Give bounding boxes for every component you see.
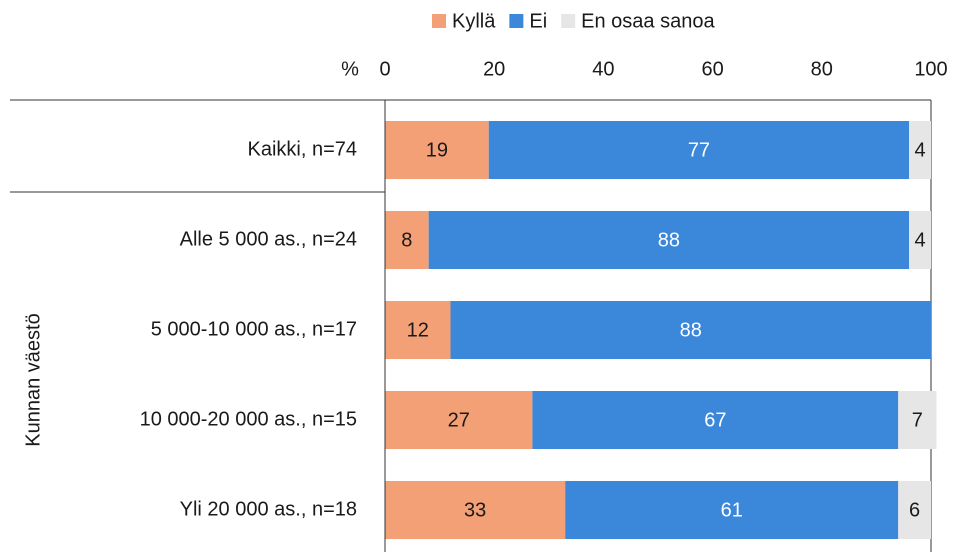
data-label: 6 xyxy=(909,499,920,521)
data-label: 88 xyxy=(658,229,680,251)
legend-label: Kyllä xyxy=(452,10,496,32)
bar-segment xyxy=(488,121,910,179)
bar-segment xyxy=(532,391,899,449)
y-tick-label: Alle 5 000 as., n=24 xyxy=(180,228,357,250)
data-label: 12 xyxy=(407,319,429,341)
data-label: 19 xyxy=(426,139,448,161)
bar-segment xyxy=(898,481,931,539)
data-label: 4 xyxy=(915,139,926,161)
y-tick-label: Kaikki, n=74 xyxy=(247,138,357,160)
x-tick-label: 0 xyxy=(379,58,390,80)
x-tick-label: 20 xyxy=(483,58,505,80)
data-label: 33 xyxy=(464,499,486,521)
bar-segment xyxy=(385,121,489,179)
x-tick-label: 40 xyxy=(592,58,614,80)
data-label: 7 xyxy=(912,409,923,431)
x-tick-label: 100 xyxy=(914,58,947,80)
x-tick-label: 60 xyxy=(701,58,723,80)
legend-label: Ei xyxy=(529,10,547,32)
legend-swatch xyxy=(561,14,576,28)
data-label: 27 xyxy=(448,409,470,431)
x-tick-label: 80 xyxy=(811,58,833,80)
legend-swatch xyxy=(432,14,446,28)
bar-segment xyxy=(450,301,931,359)
bar-segment xyxy=(385,391,533,449)
data-label: 4 xyxy=(915,229,926,251)
bar-segment xyxy=(428,211,910,269)
data-label: 77 xyxy=(688,139,710,161)
group-label: Kunnan väestö xyxy=(22,313,44,446)
data-label: 88 xyxy=(680,319,702,341)
data-label: 67 xyxy=(704,409,726,431)
bar-segment xyxy=(385,301,451,359)
bar-segment xyxy=(909,211,931,269)
bar-segment xyxy=(385,211,429,269)
y-tick-label: 5 000-10 000 as., n=17 xyxy=(151,318,357,340)
data-label: 8 xyxy=(401,229,412,251)
bar-segment xyxy=(898,391,937,449)
bar-segment xyxy=(909,121,931,179)
y-tick-label: Yli 20 000 as., n=18 xyxy=(180,498,357,520)
x-axis-label: % xyxy=(341,58,359,80)
y-tick-label: 10 000-20 000 as., n=15 xyxy=(140,408,357,430)
legend-swatch xyxy=(509,14,524,28)
legend-label: En osaa sanoa xyxy=(581,10,715,32)
bar-segment xyxy=(385,481,566,539)
data-label: 61 xyxy=(721,499,743,521)
bar-segment xyxy=(565,481,899,539)
